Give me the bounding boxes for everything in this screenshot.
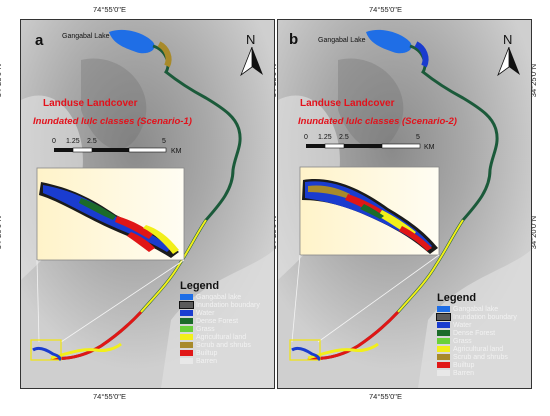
north-letter: N bbox=[503, 32, 513, 47]
map-title: Landuse Landcover bbox=[300, 98, 395, 109]
legend-item: Scrub and shrubs bbox=[437, 353, 517, 361]
legend-item: Gangabal lake bbox=[180, 293, 260, 301]
inset-water bbox=[43, 185, 171, 252]
inset-builtup bbox=[127, 232, 155, 252]
top-longitude-label-a: 74°55'0"E bbox=[93, 5, 126, 14]
builtup-strip bbox=[307, 310, 400, 360]
panel-label: b bbox=[289, 31, 299, 48]
scalebar-seg bbox=[54, 148, 73, 152]
bottom-longitude-label-a: 74°55'0"E bbox=[93, 392, 126, 401]
terrain-highlight bbox=[418, 250, 531, 388]
scalebar-tick: 1.25 bbox=[318, 134, 332, 141]
scalebar-seg bbox=[381, 143, 421, 149]
legend-title: Legend bbox=[437, 292, 477, 304]
gangabal-lake bbox=[109, 29, 155, 54]
terrain-shadow bbox=[338, 58, 404, 150]
legend-item: Barren bbox=[437, 369, 517, 377]
inset-scrub bbox=[308, 185, 350, 198]
scalebar-seg bbox=[72, 147, 93, 153]
left-latitude-top-a: 34°25'0"N bbox=[0, 63, 4, 98]
inset-leader-line bbox=[291, 254, 301, 343]
gangabal-lake bbox=[366, 29, 412, 54]
legend-item: Dense Forest bbox=[180, 317, 260, 325]
agricultural-strip bbox=[307, 342, 379, 360]
scalebar-tick: 2.5 bbox=[87, 138, 97, 145]
map-title: Landuse Landcover bbox=[43, 98, 138, 109]
legend-item: Barren bbox=[180, 357, 260, 365]
inset-leader-line bbox=[317, 254, 440, 343]
left-latitude-bottom-a: 34°20'0"N bbox=[0, 215, 4, 250]
legend-item: Inundation boundary bbox=[436, 313, 517, 321]
legend-a: Legend Gangabal lake Inundation boundary… bbox=[179, 280, 260, 365]
scrub-patch bbox=[157, 41, 172, 68]
legend-item: Agricultural land bbox=[437, 345, 517, 353]
legend-item: Grass bbox=[437, 337, 517, 345]
legend-item: Scrub and shrubs bbox=[180, 341, 260, 349]
legend-item: Dense Forest bbox=[437, 329, 517, 337]
river-segment bbox=[291, 346, 321, 362]
river-segment bbox=[32, 346, 62, 362]
scalebar-unit: KM bbox=[424, 144, 435, 151]
scalebar-seg bbox=[344, 144, 382, 148]
north-arrow-icon bbox=[497, 47, 520, 77]
legend-item: Water bbox=[180, 309, 260, 317]
legend-item: Inundation boundary bbox=[179, 301, 260, 309]
legend-item: Agricultural land bbox=[180, 333, 260, 341]
terrain-shadow bbox=[81, 58, 147, 150]
inset-builtup bbox=[115, 216, 153, 239]
map-subtitle: Inundated lulc classes (Scenario-1) bbox=[33, 116, 192, 127]
legend-b: Legend Gangabal lake Inundation boundary… bbox=[436, 292, 517, 377]
scalebar-tick: 2.5 bbox=[339, 134, 349, 141]
water-patch bbox=[414, 41, 429, 68]
map-canvas-b bbox=[278, 20, 531, 388]
inset-forest bbox=[79, 198, 116, 220]
map-subtitle: Inundated lulc classes (Scenario-2) bbox=[298, 116, 457, 127]
agricultural-strip bbox=[50, 342, 122, 360]
north-arrow-icon bbox=[240, 47, 263, 77]
legend-item: Builtup bbox=[180, 349, 260, 357]
scalebar-seg bbox=[92, 148, 129, 152]
legend-item: Gangabal lake bbox=[437, 305, 517, 313]
scalebar-seg bbox=[128, 147, 167, 153]
inset-leader-line bbox=[60, 259, 185, 343]
legend-item: Builtup bbox=[437, 361, 517, 369]
inset-water bbox=[305, 181, 432, 250]
scalebar-tick: 0 bbox=[52, 138, 56, 145]
legend-item: Grass bbox=[180, 325, 260, 333]
north-arrow: N bbox=[237, 32, 267, 77]
inset-builtup bbox=[399, 226, 432, 251]
inset-forest bbox=[360, 204, 384, 219]
scalebar-tick: 1.25 bbox=[66, 138, 80, 145]
scalebar-tick: 5 bbox=[162, 138, 166, 145]
scalebar-unit: KM bbox=[171, 148, 182, 155]
north-letter: N bbox=[246, 32, 256, 47]
builtup-strip bbox=[50, 310, 143, 360]
agricultural-strip bbox=[397, 219, 464, 313]
scalebar-seg bbox=[324, 143, 345, 149]
scalebar-seg bbox=[306, 144, 325, 148]
inset-source-box bbox=[289, 339, 321, 361]
top-longitude-label-b: 74°55'0"E bbox=[369, 5, 402, 14]
legend-item: Water bbox=[437, 321, 517, 329]
panel-label: a bbox=[35, 32, 44, 49]
scalebar-tick: 5 bbox=[416, 134, 420, 141]
north-arrow: N bbox=[494, 32, 524, 77]
map-panel-a: a Gangabal Lake Landuse Landcover Inunda… bbox=[20, 19, 275, 389]
lake-label: Gangabal Lake bbox=[318, 37, 366, 44]
bottom-longitude-label-b: 74°55'0"E bbox=[369, 392, 402, 401]
map-panel-b: b Gangabal Lake Landuse Landcover Inunda… bbox=[277, 19, 532, 389]
scalebar-tick: 0 bbox=[304, 134, 308, 141]
agricultural-strip bbox=[140, 219, 207, 313]
lake-label: Gangabal Lake bbox=[62, 33, 110, 40]
inset-source-box bbox=[30, 339, 62, 361]
inset-agriculture bbox=[143, 225, 179, 254]
inset-leader-line bbox=[36, 259, 40, 343]
legend-title: Legend bbox=[180, 280, 220, 292]
